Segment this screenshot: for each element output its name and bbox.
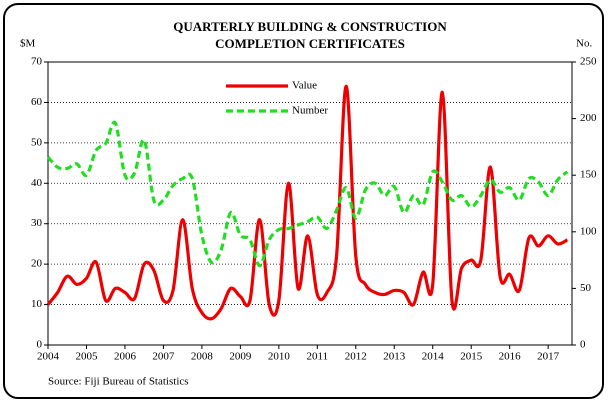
series-line	[46, 120, 569, 268]
y-tick-label: 40	[31, 177, 43, 189]
y2-tick-label: 0	[580, 339, 586, 351]
frame	[3, 3, 604, 399]
x-tick-label: 2006	[114, 351, 137, 363]
x-tick-label: 2011	[307, 351, 329, 363]
y-tick-label: 0	[37, 339, 43, 351]
y2-tick-label: 50	[580, 282, 592, 294]
x-tick-label: 2017	[537, 351, 560, 363]
x-tick-label: 2016	[499, 351, 522, 363]
y2-axis-label: No.	[576, 38, 592, 50]
y-tick-label: 20	[31, 258, 43, 270]
x-tick-label: 2014	[422, 351, 445, 363]
x-tick-label: 2010	[268, 351, 291, 363]
legend-label: Value	[292, 80, 317, 92]
x-tick-label: 2012	[345, 351, 367, 363]
chart-title: COMPLETION CERTIFICATES	[215, 36, 405, 51]
x-tick-label: 2015	[460, 351, 483, 363]
y-tick-label: 70	[31, 56, 43, 68]
x-tick-label: 2008	[191, 351, 214, 363]
chart-title: QUARTERLY BUILDING & CONSTRUCTION	[173, 19, 447, 34]
y2-tick-label: 200	[580, 112, 597, 124]
x-tick-label: 2005	[75, 351, 98, 363]
x-tick-label: 2009	[229, 351, 252, 363]
y-tick-label: 30	[31, 217, 43, 229]
y-axis-label: $M	[20, 38, 36, 50]
legend-label: Number	[292, 105, 328, 117]
y-tick-label: 60	[31, 96, 43, 108]
source: Source: Fiji Bureau of Statistics	[48, 376, 189, 388]
x-tick-label: 2007	[152, 351, 175, 363]
y2-tick-label: 100	[580, 225, 597, 237]
y-tick-label: 10	[31, 298, 43, 310]
y-tick-label: 50	[31, 136, 43, 148]
plot-area	[47, 61, 573, 346]
y2-tick-label: 250	[580, 56, 597, 68]
x-tick-label: 2013	[383, 351, 406, 363]
series-line	[46, 84, 569, 321]
y2-tick-label: 150	[580, 169, 597, 181]
x-tick-label: 2004	[37, 351, 60, 363]
